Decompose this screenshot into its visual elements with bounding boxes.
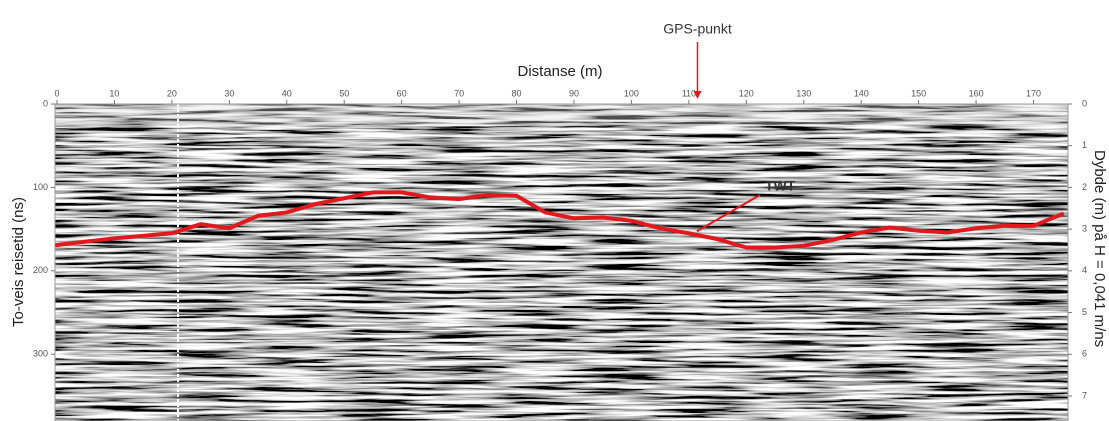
x-tick-label: 120: [739, 88, 754, 98]
x-tick-label: 130: [796, 88, 811, 98]
x-tick-label: 20: [167, 88, 177, 98]
twt-label: TWT: [765, 178, 796, 194]
x-tick-label: 90: [569, 88, 579, 98]
surface-band: [55, 104, 1068, 126]
plot-frame: [54, 103, 1069, 421]
x-tick-label: 40: [282, 88, 292, 98]
y-tick-label: 0: [43, 98, 48, 108]
twt-arrow: [696, 194, 761, 233]
x-tick-label: 140: [854, 88, 869, 98]
y2-tick-label: 3: [1082, 224, 1087, 234]
x-tick-label: 160: [969, 88, 984, 98]
x-tick-label: 50: [339, 88, 349, 98]
x-axis-title: Distanse (m): [517, 63, 602, 80]
y2-tick-label: 1: [1082, 140, 1087, 150]
y2-tick-label: 6: [1082, 349, 1087, 359]
y2-axis-title: Dybde (m) på H = 0,041 m/ns: [1091, 150, 1108, 347]
annotation: GPS-punkt: [663, 21, 732, 37]
x-tick-label: 150: [911, 88, 926, 98]
radargram: [55, 104, 1068, 421]
x-tick-label: 70: [454, 88, 464, 98]
y2-tick-label: 4: [1082, 265, 1087, 275]
x-tick-label: 170: [1026, 88, 1041, 98]
x-tick-label: 60: [397, 88, 407, 98]
y-axis-title: To-veis reisetid (ns): [10, 197, 27, 327]
annotation-arrowhead: [693, 91, 702, 99]
y-tick-label: 300: [33, 349, 48, 359]
radargram-texture: [55, 104, 1068, 421]
x-tick-label: 80: [512, 88, 522, 98]
x-tick-label: 110: [682, 88, 696, 98]
y2-tick-label: 5: [1082, 307, 1087, 317]
x-tick-label: 0: [54, 88, 59, 98]
y-tick-label: 100: [33, 182, 48, 192]
x-tick-label: 30: [224, 88, 234, 98]
y2-tick-label: 0: [1082, 98, 1087, 108]
x-tick-label: 10: [109, 88, 119, 98]
x-tick-label: 100: [624, 88, 639, 98]
y2-tick-label: 2: [1082, 182, 1087, 192]
y2-tick-label: 7: [1082, 390, 1087, 400]
twt-line: [55, 190, 1065, 250]
y-tick-label: 200: [33, 265, 48, 275]
